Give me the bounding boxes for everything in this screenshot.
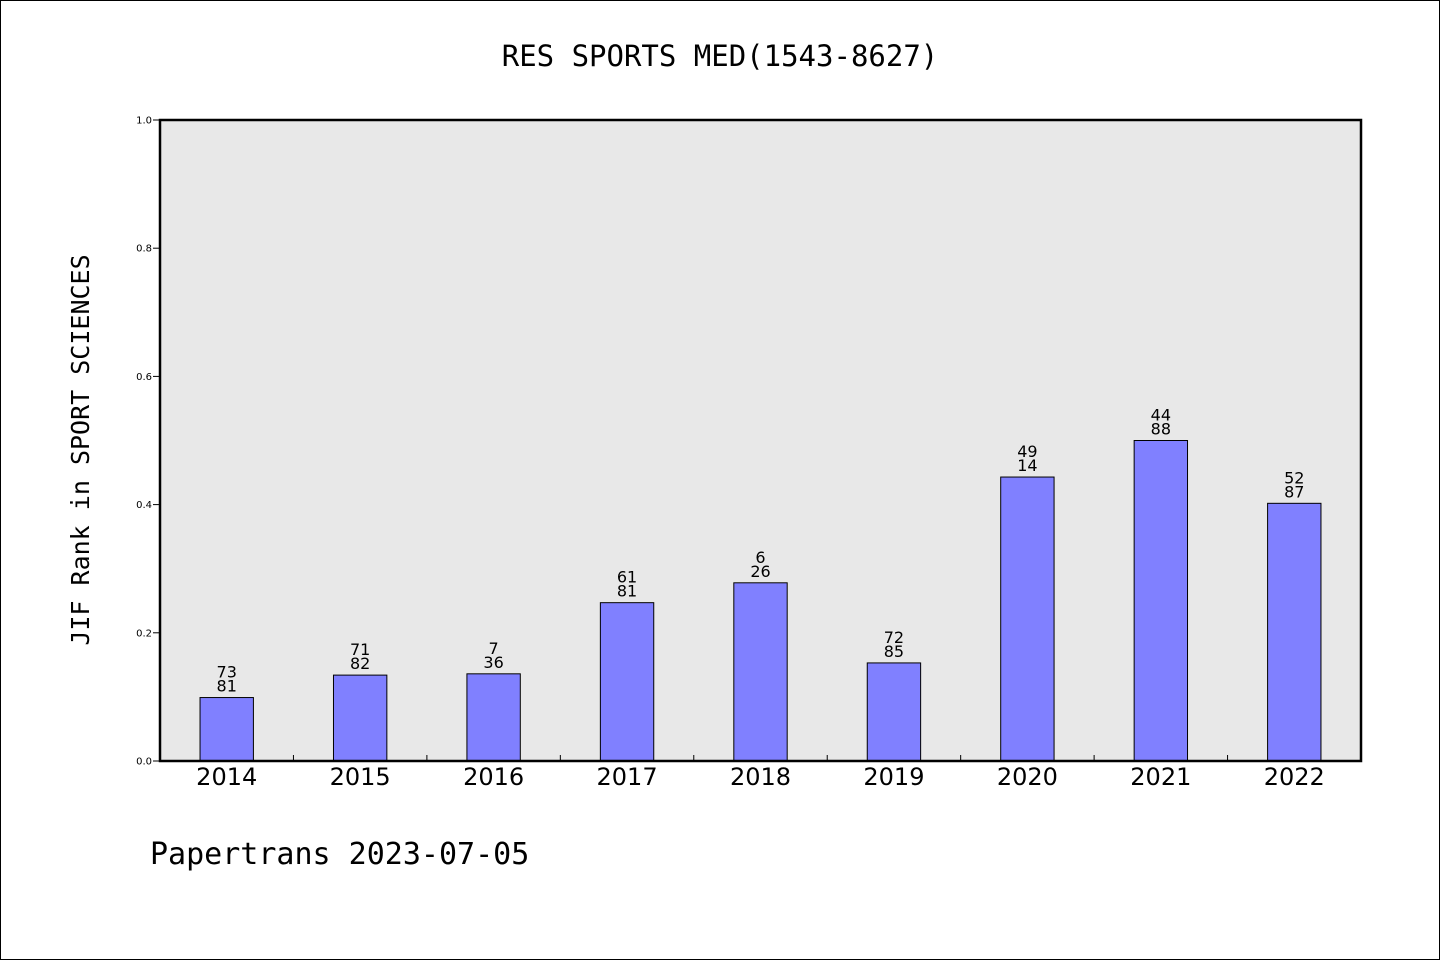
bar-label-rank: 61 xyxy=(617,568,637,587)
bar-label-rank: 44 xyxy=(1151,406,1171,425)
x-tick-label: 2020 xyxy=(997,763,1058,791)
x-tick-label: 2014 xyxy=(196,763,257,791)
y-tick-label: 0.0 xyxy=(136,757,152,768)
bar-label-rank: 52 xyxy=(1284,468,1304,487)
bar-2014 xyxy=(199,697,254,762)
bar-label-total: 14 xyxy=(1017,456,1037,475)
bar-2018 xyxy=(733,582,788,762)
bar-2019 xyxy=(866,662,922,762)
plot-border xyxy=(158,118,1363,763)
x-tick-label: 2019 xyxy=(863,763,924,791)
x-tick-label: 2015 xyxy=(330,763,391,791)
y-tick-label: 0.4 xyxy=(136,500,152,511)
bar-label-total: 26 xyxy=(750,562,770,581)
bar-label-total: 88 xyxy=(1151,420,1171,439)
footer-watermark: Papertrans 2023-07-05 xyxy=(150,837,529,872)
chart-title: RES SPORTS MED(1543-8627) xyxy=(502,39,939,73)
bar-label-rank: 73 xyxy=(217,663,237,682)
bar-2016 xyxy=(466,673,521,762)
bar-label-total: 85 xyxy=(884,642,904,661)
bar-label-rank: 7 xyxy=(489,639,499,658)
bar-label-rank: 72 xyxy=(884,628,904,647)
x-tick-label: 2016 xyxy=(463,763,524,791)
y-tick-label: 0.2 xyxy=(136,628,152,639)
bar-label-total: 81 xyxy=(217,677,237,696)
bar-2020 xyxy=(1000,476,1055,762)
x-tick-label: 2017 xyxy=(597,763,658,791)
x-tick-label: 2022 xyxy=(1264,763,1325,791)
y-axis-label: JIF Rank in SPORT SCIENCES xyxy=(66,254,95,645)
bar-2021 xyxy=(1133,440,1189,762)
bar-label-rank: 71 xyxy=(350,640,370,659)
y-axis-ticks: 0.0 0.2 0.4 0.6 0.8 1.0 xyxy=(136,116,160,768)
bar-label-rank: 49 xyxy=(1017,442,1037,461)
bar-label-total: 36 xyxy=(483,653,503,672)
y-tick-label: 0.8 xyxy=(136,244,152,255)
bar-label-rank: 6 xyxy=(755,548,765,567)
bar-2017 xyxy=(599,602,655,762)
y-tick-label: 1.0 xyxy=(136,116,152,127)
bar-label-total: 87 xyxy=(1284,482,1304,501)
bars-group xyxy=(199,440,1322,762)
x-axis-ticks: 2014 2015 2016 2017 2018 2019 2020 2021 2022 xyxy=(196,755,1325,791)
x-tick-label: 2018 xyxy=(730,763,791,791)
bar-2015 xyxy=(332,674,388,762)
x-tick-label: 2021 xyxy=(1130,763,1191,791)
bar-label-total: 81 xyxy=(617,582,637,601)
bar-label-total: 82 xyxy=(350,654,370,673)
y-tick-label: 0.6 xyxy=(136,372,152,383)
bar-2022 xyxy=(1267,502,1322,762)
